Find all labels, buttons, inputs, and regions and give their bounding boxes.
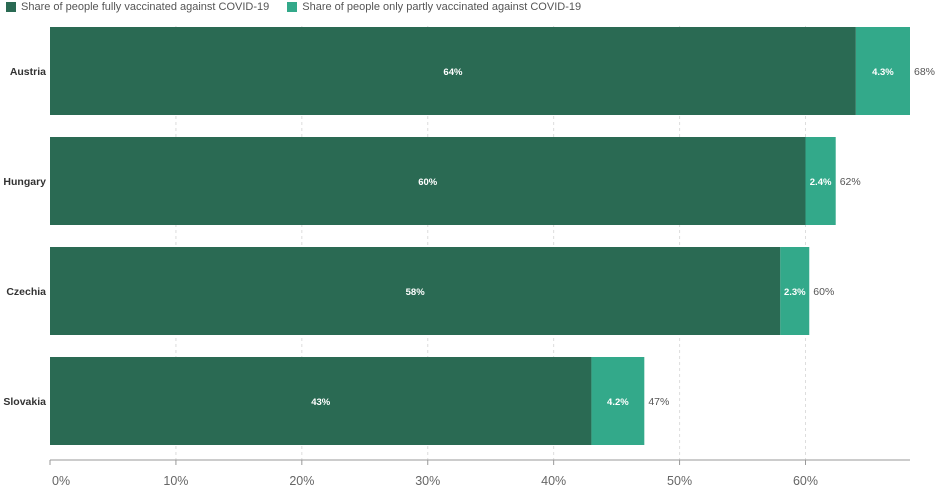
legend-label-partly: Share of people only partly vaccinated a…: [302, 1, 582, 13]
bar-fully-hungary: [50, 137, 806, 225]
category-label-hungary: Hungary: [3, 176, 46, 188]
total-label-czechia: 60%: [813, 286, 834, 298]
data-label-partly-czechia: 2.3%: [784, 287, 806, 298]
data-label-fully-hungary: 60%: [418, 177, 438, 188]
category-label-austria: Austria: [10, 66, 46, 78]
legend-swatch-fully: [6, 2, 16, 12]
x-tick-label-60: 60%: [793, 474, 818, 488]
bar-fully-czechia: [50, 247, 781, 335]
data-label-partly-hungary: 2.4%: [810, 177, 832, 188]
legend-item-fully[interactable]: Share of people fully vaccinated against…: [6, 1, 269, 13]
bar-partly-austria: [855, 27, 910, 115]
chart-legend: Share of people fully vaccinated against…: [6, 0, 581, 14]
x-tick-label-50: 50%: [667, 474, 692, 488]
x-tick-label-10: 10%: [163, 474, 188, 488]
category-label-czechia: Czechia: [6, 286, 46, 298]
data-label-partly-austria: 4.3%: [872, 67, 894, 78]
category-label-slovakia: Slovakia: [3, 396, 46, 408]
bar-fully-austria: [50, 27, 856, 115]
bar-partly-slovakia: [591, 357, 645, 445]
total-label-austria: 68%: [914, 66, 935, 78]
x-tick-label-40: 40%: [541, 474, 566, 488]
legend-swatch-partly: [287, 2, 298, 12]
data-label-partly-slovakia: 4.2%: [607, 397, 629, 408]
data-label-fully-austria: 64%: [443, 67, 463, 78]
total-label-hungary: 62%: [840, 176, 861, 188]
legend-label-fully: Share of people fully vaccinated against…: [21, 1, 270, 13]
bar-partly-hungary: [805, 137, 836, 225]
data-label-fully-czechia: 58%: [406, 287, 426, 298]
x-tick-label-0: 0%: [52, 474, 70, 488]
legend-item-partly[interactable]: Share of people only partly vaccinated a…: [287, 1, 581, 13]
x-tick-label-20: 20%: [289, 474, 314, 488]
total-label-slovakia: 47%: [648, 396, 669, 408]
x-tick-label-30: 30%: [415, 474, 440, 488]
bar-fully-slovakia: [50, 357, 592, 445]
bar-partly-czechia: [780, 247, 810, 335]
data-label-fully-slovakia: 43%: [311, 397, 331, 408]
